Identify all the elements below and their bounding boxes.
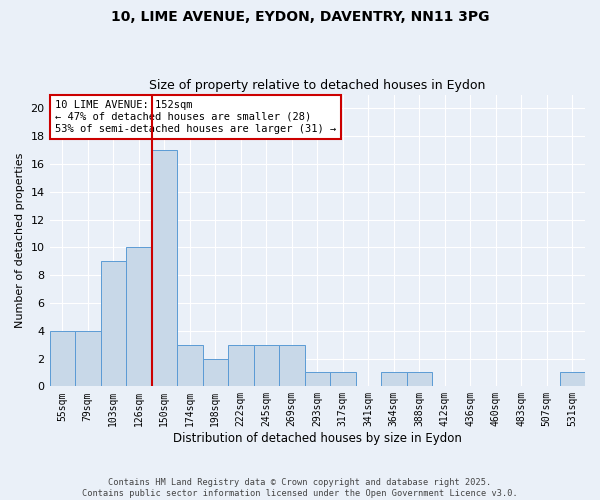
Bar: [305, 372, 330, 386]
Bar: [126, 248, 152, 386]
Bar: [101, 262, 126, 386]
Text: 10 LIME AVENUE: 152sqm
← 47% of detached houses are smaller (28)
53% of semi-det: 10 LIME AVENUE: 152sqm ← 47% of detached…: [55, 100, 336, 134]
Bar: [381, 372, 407, 386]
Bar: [203, 358, 228, 386]
Bar: [279, 344, 305, 387]
Bar: [152, 150, 177, 386]
Bar: [50, 331, 75, 386]
Bar: [75, 331, 101, 386]
Bar: [177, 344, 203, 387]
Bar: [407, 372, 432, 386]
Text: Contains HM Land Registry data © Crown copyright and database right 2025.
Contai: Contains HM Land Registry data © Crown c…: [82, 478, 518, 498]
Bar: [254, 344, 279, 387]
Bar: [560, 372, 585, 386]
Bar: [330, 372, 356, 386]
Title: Size of property relative to detached houses in Eydon: Size of property relative to detached ho…: [149, 79, 485, 92]
Bar: [228, 344, 254, 387]
Y-axis label: Number of detached properties: Number of detached properties: [15, 153, 25, 328]
X-axis label: Distribution of detached houses by size in Eydon: Distribution of detached houses by size …: [173, 432, 462, 445]
Text: 10, LIME AVENUE, EYDON, DAVENTRY, NN11 3PG: 10, LIME AVENUE, EYDON, DAVENTRY, NN11 3…: [111, 10, 489, 24]
